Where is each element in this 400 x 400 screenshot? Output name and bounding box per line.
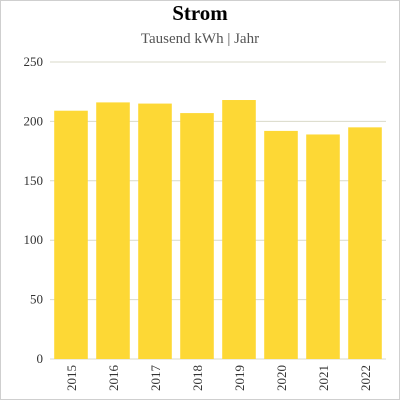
y-tick-label: 150 xyxy=(24,173,44,188)
chart-title: Strom xyxy=(172,1,228,25)
bar-2018[interactable] xyxy=(180,113,214,359)
bar-layer xyxy=(54,100,382,360)
x-tick-label: 2022 xyxy=(358,365,373,391)
chart-subtitle: Tausend kWh | Jahr xyxy=(140,31,260,47)
bar-2019[interactable] xyxy=(222,100,256,360)
y-tick-label: 250 xyxy=(24,54,44,69)
x-axis: 2015 2016 2017 2018 2019 2020 2021 2022 xyxy=(64,365,373,392)
x-tick-label: 2015 xyxy=(64,365,79,391)
x-tick-label: 2020 xyxy=(274,365,289,391)
bar-2020[interactable] xyxy=(264,130,298,359)
y-tick-label: 50 xyxy=(30,292,43,307)
x-tick-label: 2016 xyxy=(106,365,121,392)
y-tick-label: 200 xyxy=(24,113,44,128)
x-tick-label: 2017 xyxy=(148,365,163,392)
y-tick-label: 0 xyxy=(37,351,44,366)
bar-2016[interactable] xyxy=(96,102,130,359)
y-axis: 0 50 100 150 200 250 xyxy=(24,54,44,366)
x-tick-label: 2018 xyxy=(190,365,205,391)
bar-2022[interactable] xyxy=(348,127,382,359)
x-tick-label: 2021 xyxy=(316,365,331,391)
bar-2021[interactable] xyxy=(306,134,340,359)
x-tick-label: 2019 xyxy=(232,365,247,391)
bar-2017[interactable] xyxy=(138,103,172,359)
y-tick-label: 100 xyxy=(24,232,44,247)
bar-2015[interactable] xyxy=(54,110,88,359)
